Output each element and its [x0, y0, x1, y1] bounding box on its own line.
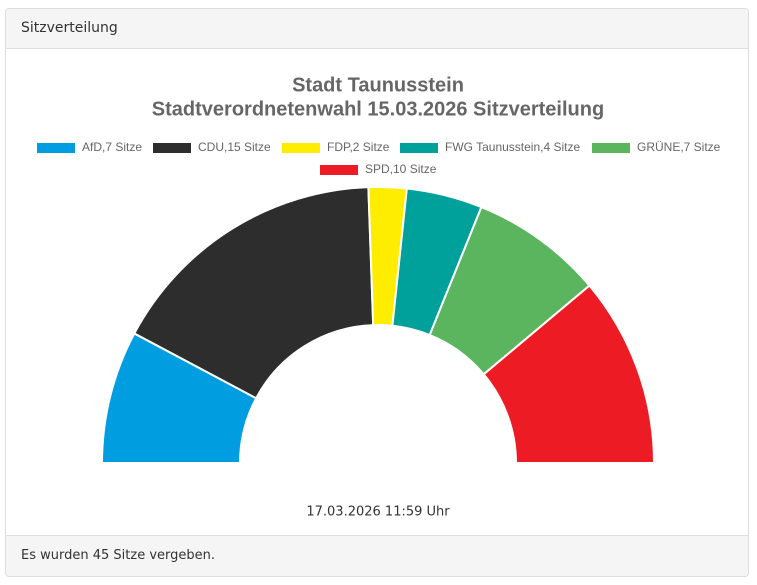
- legend-swatch: [400, 143, 438, 153]
- panel: Sitzverteilung Es wurden 45 Sitze vergeb…: [5, 8, 749, 577]
- legend-swatch: [37, 143, 75, 153]
- legend-label: FWG Taunusstein,4 Sitze: [445, 140, 580, 154]
- panel-footer: Es wurden 45 Sitze vergeben.: [6, 535, 748, 576]
- chart: Stadt Taunusstein Stadtverordnetenwahl 1…: [37, 74, 721, 520]
- legend-label: AfD,7 Sitze: [82, 140, 142, 154]
- legend-swatch: [153, 143, 191, 153]
- seat-segment: [482, 284, 656, 464]
- chart-title: Stadt Taunusstein: [292, 74, 464, 96]
- legend-swatch: [592, 143, 630, 153]
- legend-swatch: [320, 165, 358, 175]
- legend-label: SPD,10 Sitze: [365, 162, 437, 176]
- legend-label: GRÜNE,7 Sitze: [637, 140, 721, 154]
- timestamp: 17.03.2026 11:59 Uhr: [306, 505, 450, 520]
- legend-label: CDU,15 Sitze: [198, 140, 271, 154]
- legend-label: FDP,2 Sitze: [327, 140, 390, 154]
- legend-swatch: [282, 143, 320, 153]
- chart-title: Stadtverordnetenwahl 15.03.2026 Sitzvert…: [152, 98, 604, 120]
- panel-header: Sitzverteilung: [6, 9, 748, 49]
- seat-segment: [132, 186, 375, 400]
